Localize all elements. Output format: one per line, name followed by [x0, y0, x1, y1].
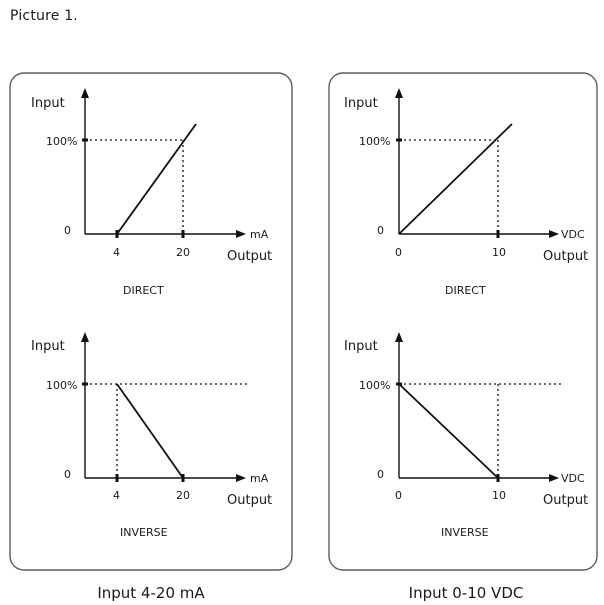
x-tick-0: 0 [395, 246, 402, 259]
panel-caption: Input 0-10 VDC [409, 584, 524, 602]
y-axis-arrow-icon [395, 332, 403, 342]
panel-0-10vdc: Input 100% 0 0 10 VDC Output DIRECT Inpu… [328, 72, 598, 602]
mode-label-inverse: INVERSE [120, 526, 168, 539]
x-unit-label: mA [250, 228, 269, 241]
x-axis-arrow-icon [549, 474, 559, 482]
y-tick-100: 100% [46, 379, 77, 392]
x-axis-arrow-icon [549, 230, 559, 238]
x-tick-4: 4 [113, 246, 120, 259]
x-axis-arrow-icon [236, 230, 246, 238]
x-axis-arrow-icon [236, 474, 246, 482]
y-tick-0: 0 [64, 468, 71, 481]
y-tick-0: 0 [64, 224, 71, 237]
y-axis-label: Input [31, 96, 65, 111]
x-tick-20: 20 [176, 489, 190, 502]
panel-frame [328, 72, 598, 571]
chart-4-20ma-direct: Input 100% 0 4 20 mA Output DIRECT [31, 88, 272, 297]
y-tick-0: 0 [377, 224, 384, 237]
mode-label-direct: DIRECT [445, 284, 486, 297]
y-axis-arrow-icon [81, 332, 89, 342]
x-tick-4: 4 [113, 489, 120, 502]
transfer-line-direct [398, 123, 513, 235]
y-axis-arrow-icon [81, 88, 89, 98]
y-axis-arrow-icon [395, 88, 403, 98]
panel-4-20ma: Input 100% 0 4 20 mA Output DIRECT Input [9, 72, 293, 602]
y-axis-label: Input [344, 339, 378, 354]
y-tick-0: 0 [377, 468, 384, 481]
x-unit-label: VDC [561, 228, 585, 241]
transfer-line-direct [116, 123, 197, 235]
panel-frame [9, 72, 293, 571]
y-tick-100: 100% [359, 135, 390, 148]
x-tick-20: 20 [176, 246, 190, 259]
panel-caption: Input 4-20 mA [97, 584, 205, 602]
x-axis-title: Output [227, 249, 272, 264]
chart-0-10vdc-inverse: Input 100% 0 0 10 VDC Output INVERSE [344, 332, 588, 539]
y-axis-label: Input [344, 96, 378, 111]
chart-0-10vdc-direct: Input 100% 0 0 10 VDC Output DIRECT [344, 88, 588, 297]
x-tick-10: 10 [492, 489, 506, 502]
mode-label-direct: DIRECT [123, 284, 164, 297]
chart-4-20ma-inverse: Input 100% 0 4 20 mA Output INVERSE [31, 332, 272, 539]
x-axis-title: Output [543, 249, 588, 264]
transfer-line-inverse [398, 383, 499, 479]
mode-label-inverse: INVERSE [441, 526, 489, 539]
x-tick-0: 0 [395, 489, 402, 502]
x-axis-title: Output [227, 493, 272, 508]
figure-label: Picture 1. [10, 8, 78, 24]
y-tick-100: 100% [359, 379, 390, 392]
x-tick-10: 10 [492, 246, 506, 259]
x-unit-label: VDC [561, 472, 585, 485]
y-tick-100: 100% [46, 135, 77, 148]
x-unit-label: mA [250, 472, 269, 485]
x-axis-title: Output [543, 493, 588, 508]
y-axis-label: Input [31, 339, 65, 354]
transfer-line-inverse [116, 383, 184, 479]
